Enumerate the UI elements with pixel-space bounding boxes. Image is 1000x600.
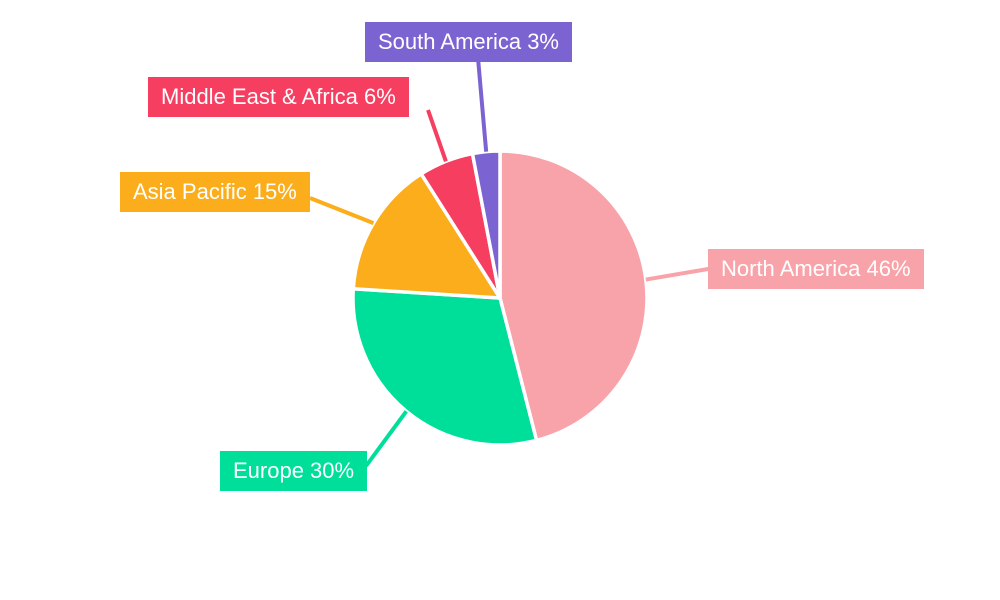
leader-line-north-america (645, 266, 715, 282)
leader-line-south-america (476, 57, 489, 152)
slice-label-middle-east-africa: Middle East & Africa 6% (148, 77, 409, 118)
leader-line-europe (364, 410, 408, 468)
slice-label-north-america: North America 46% (708, 249, 924, 290)
leader-line-middle-east-africa (426, 109, 448, 162)
slice-label-europe: Europe 30% (220, 451, 368, 492)
pie-slice-north-america[interactable] (498, 149, 649, 443)
slice-label-south-america: South America 3% (365, 22, 572, 63)
slice-label-asia-pacific: Asia Pacific 15% (120, 172, 310, 213)
pie-slice-europe[interactable] (351, 287, 539, 447)
leader-line-asia-pacific (309, 196, 375, 226)
